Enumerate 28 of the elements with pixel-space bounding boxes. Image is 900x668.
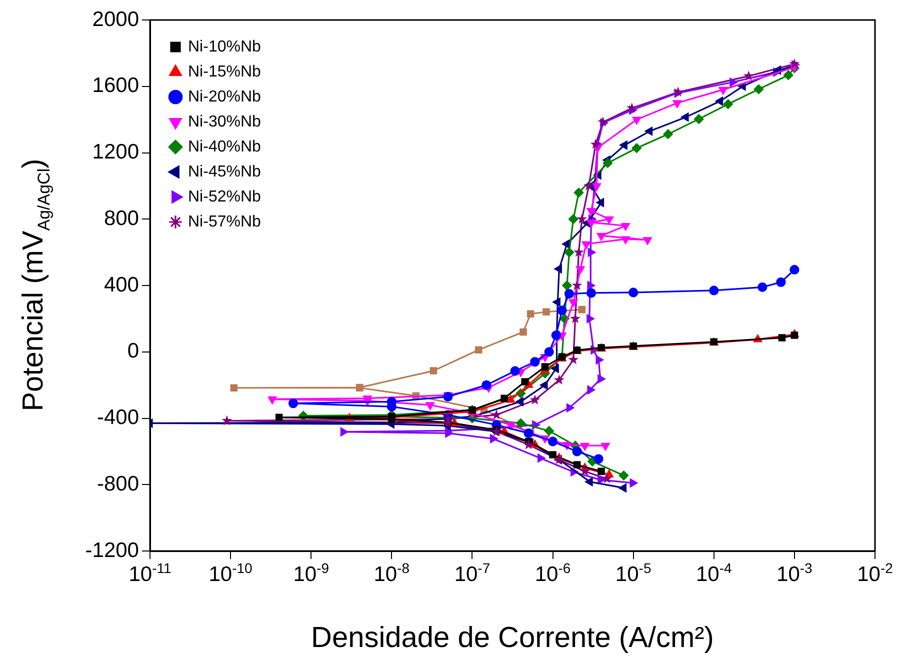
y-tick-label: 800 [104,206,139,230]
legend-label: Ni-15%Nb [188,63,262,80]
y-tick-label: -1200 [85,538,139,562]
x-tick-label: 10$^{-2}$ [857,560,893,587]
x-tick-label: 10$^{-11}$ [128,560,172,587]
x-tick-label: 10$^{-8}$ [374,560,410,587]
legend-label: Ni-45%Nb [188,163,262,180]
y-tick-label: 400 [104,273,139,296]
y-tick-label: 2000 [92,8,139,31]
legend-label: Ni-10%Nb [188,38,262,56]
x-axis-title: Densidade de Corrente (A/cm²) [310,622,715,655]
y-tick-label: 1200 [92,140,139,164]
y-tick-label: 0 [127,340,139,363]
x-tick-label: 10$^{-5}$ [615,560,652,587]
legend-label: Ni-30%Nb [188,113,262,130]
x-tick-label: 10$^{-10}$ [208,560,252,587]
y-tick-label: -400 [96,406,139,430]
x-tick-label: 10$^{-3}$ [776,560,812,587]
x-tick-label: 10$^{-7}$ [454,560,490,587]
legend-label: Ni-40%Nb [188,138,262,156]
legend-label: Ni-57%Nb [188,213,262,230]
x-tick-label: 10$^{-9}$ [293,560,330,587]
y-tick-label: -800 [96,472,139,496]
y-tick-label: 1600 [92,74,139,98]
legend-label: Ni-52%Nb [188,188,262,206]
x-tick-label: 10$^{-6}$ [534,560,571,587]
x-tick-label: 10$^{-4}$ [696,560,732,587]
legend-label: Ni-20%Nb [188,88,262,106]
